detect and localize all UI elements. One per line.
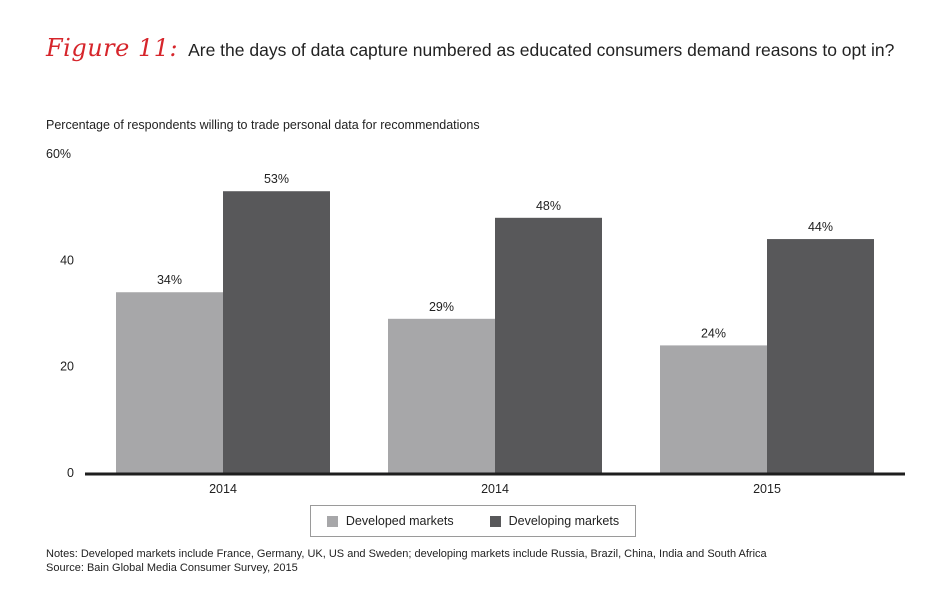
figure-title-row: Figure 11: Are the days of data capture … [46, 34, 894, 70]
notes-line: Notes: Developed markets include France,… [46, 548, 767, 560]
legend-item-developed: Developed markets [326, 514, 454, 528]
bars-layer [116, 191, 874, 473]
data-label-developed-0: 34% [157, 273, 182, 287]
labels-layer: 34% 53% 29% 48% 24% 44% [157, 172, 833, 340]
legend-swatch-developing [489, 515, 501, 527]
x-tick-label-2: 2015 [753, 482, 781, 496]
data-label-developing-0: 53% [264, 172, 289, 186]
x-axis-ticks: 2014 2014 2015 [209, 482, 781, 496]
y-tick-label-1: 20 [60, 360, 74, 374]
bar-developed-1 [388, 318, 495, 473]
bar-developing-0 [223, 191, 330, 473]
source-line: Source: Bain Global Media Consumer Surve… [46, 562, 298, 574]
figure-title: Are the days of data capture numbered as… [188, 40, 895, 60]
legend-swatch-developed [326, 515, 338, 527]
y-tick-label-2: 40 [60, 253, 74, 267]
y-tick-label-3: 60% [46, 147, 71, 161]
bar-developed-2 [660, 345, 767, 473]
x-tick-label-1: 2014 [481, 482, 509, 496]
y-tick-label-0: 0 [67, 466, 74, 480]
x-tick-label-0: 2014 [209, 482, 237, 496]
data-label-developed-1: 29% [429, 300, 454, 314]
bar-developing-1 [495, 217, 602, 473]
data-label-developing-1: 48% [536, 199, 561, 213]
y-axis-ticks: 0 20 40 60% [46, 147, 74, 480]
bar-developed-0 [116, 292, 223, 473]
legend-label-developed: Developed markets [345, 514, 454, 528]
figure-label: Figure 11: [46, 34, 179, 62]
legend-label-developing: Developing markets [508, 514, 620, 528]
bar-developing-2 [767, 239, 874, 473]
data-label-developing-2: 44% [808, 220, 833, 234]
legend: Developed markets Developing markets [310, 505, 636, 537]
notes-block: Notes: Developed markets include France,… [46, 547, 767, 575]
data-label-developed-2: 24% [701, 326, 726, 340]
chart-subtitle: Percentage of respondents willing to tra… [46, 118, 480, 132]
legend-item-developing: Developing markets [489, 514, 620, 528]
